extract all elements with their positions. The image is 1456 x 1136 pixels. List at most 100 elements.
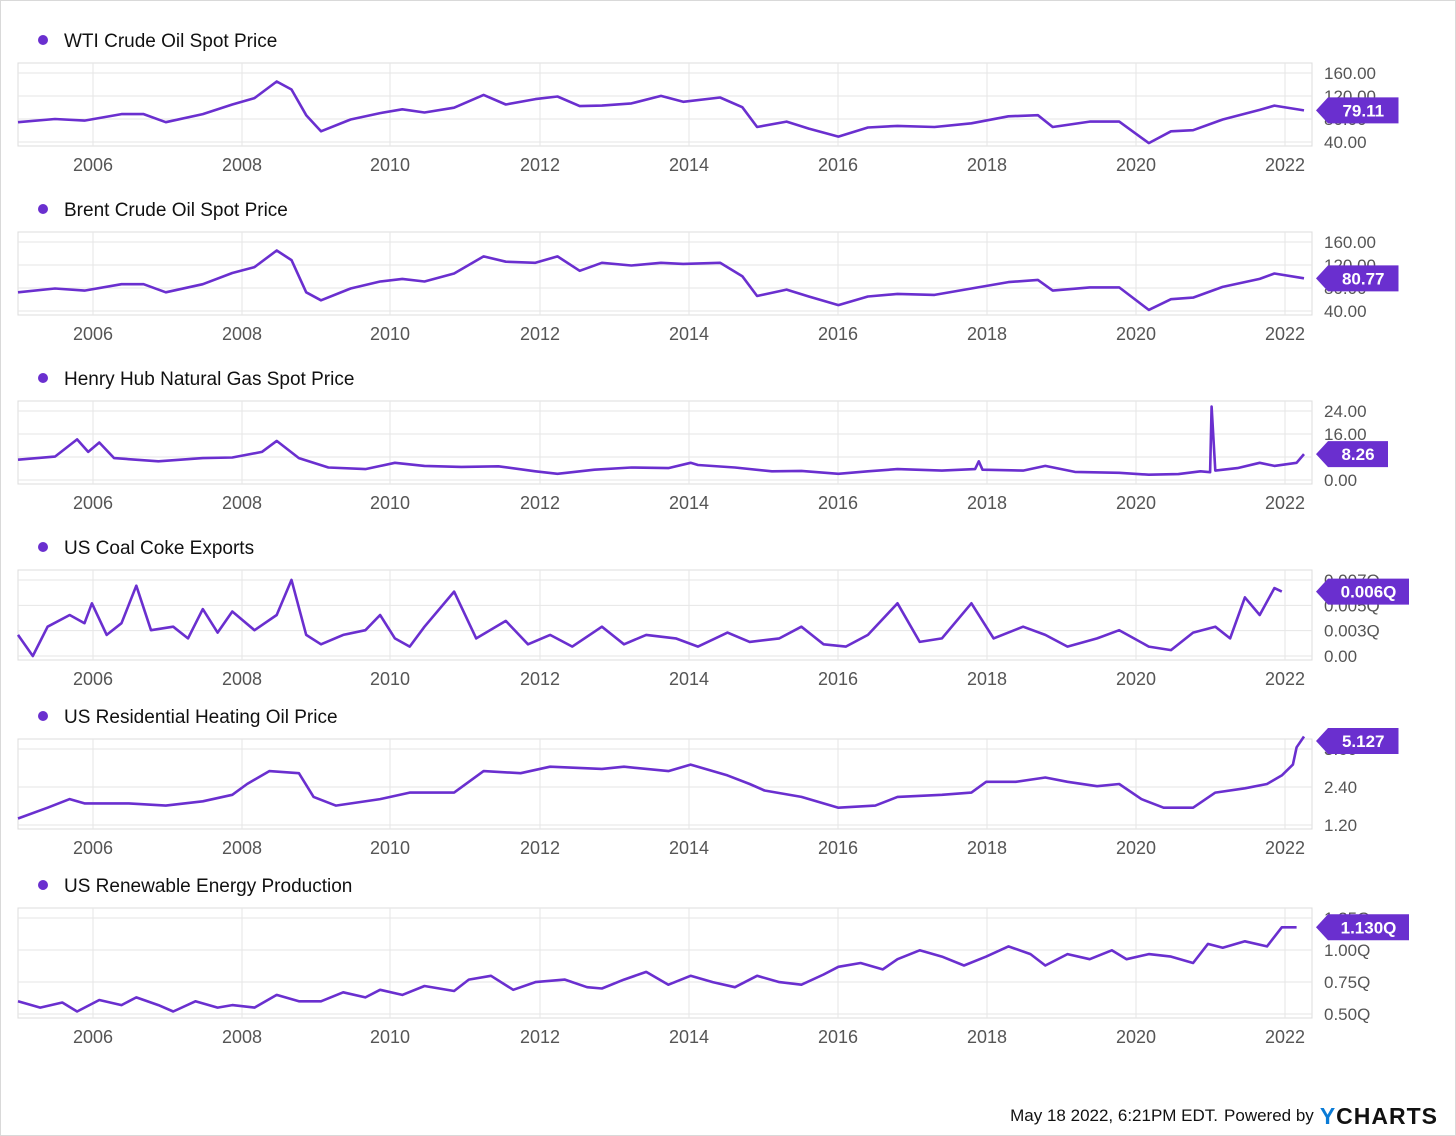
chart-3-last-value-tag xyxy=(1316,441,1388,468)
chart-1-x-tick-label: 2006 xyxy=(73,155,113,175)
chart-6-x-tick-label: 2006 xyxy=(73,1027,113,1047)
chart-6-x-tick-label: 2020 xyxy=(1116,1027,1156,1047)
chart-1-x-tick-label: 2010 xyxy=(370,155,410,175)
chart-2-title: Brent Crude Oil Spot Price xyxy=(64,200,288,221)
chart-5-last-value-tag xyxy=(1316,728,1399,754)
chart-2-x-tick-label: 2022 xyxy=(1265,324,1305,344)
chart-3-legend-marker xyxy=(38,373,48,383)
chart-4-x-tick-label: 2020 xyxy=(1116,669,1156,689)
chart-1-plot-area xyxy=(17,62,1313,147)
chart-4-last-value-tag xyxy=(1316,578,1409,605)
chart-3-series-line xyxy=(17,405,1305,477)
chart-2-x-tick-label: 2016 xyxy=(818,324,858,344)
chart-2-legend-marker xyxy=(38,204,48,214)
chart-4-x-tick-label: 2010 xyxy=(370,669,410,689)
chart-4-last-value-label: 0.006Q xyxy=(1341,583,1397,602)
chart-6-last-value-tag xyxy=(1316,914,1409,941)
chart-5-x-tick-label: 2010 xyxy=(370,838,410,858)
chart-5-x-tick-label: 2012 xyxy=(520,838,560,858)
chart-1-legend-marker xyxy=(38,35,48,45)
chart-2-last-value-label: 80.77 xyxy=(1342,269,1385,288)
chart-5: US Residential Heating Oil Price3.602.40… xyxy=(17,707,1399,858)
chart-6-x-tick-label: 2018 xyxy=(967,1027,1007,1047)
chart-1-y-tick-label: 160.00 xyxy=(1324,64,1376,83)
chart-3-x-tick-label: 2014 xyxy=(669,493,709,513)
chart-4-x-tick-label: 2006 xyxy=(73,669,113,689)
chart-6-x-tick-label: 2014 xyxy=(669,1027,709,1047)
chart-1-y-tick-label: 40.00 xyxy=(1324,133,1367,152)
chart-5-y-tick-label: 2.40 xyxy=(1324,778,1357,797)
chart-6-x-tick-label: 2008 xyxy=(222,1027,262,1047)
chart-5-x-tick-label: 2022 xyxy=(1265,838,1305,858)
chart-5-x-tick-label: 2014 xyxy=(669,838,709,858)
ycharts-logo-text: CHARTS xyxy=(1336,1102,1438,1129)
chart-4-y-tick-label: 0.003Q xyxy=(1324,622,1380,641)
chart-3-x-tick-label: 2016 xyxy=(818,493,858,513)
chart-1-last-value-label: 79.11 xyxy=(1342,101,1384,120)
chart-2-x-tick-label: 2018 xyxy=(967,324,1007,344)
footer-powered-by: Powered by xyxy=(1224,1106,1314,1125)
chart-5-x-tick-label: 2008 xyxy=(222,838,262,858)
chart-5-last-value-label: 5.127 xyxy=(1342,732,1385,751)
chart-3-last-value-label: 8.26 xyxy=(1341,445,1374,464)
chart-2-x-tick-label: 2020 xyxy=(1116,324,1156,344)
chart-2: Brent Crude Oil Spot Price160.00120.0080… xyxy=(17,200,1399,344)
chart-5-x-tick-label: 2006 xyxy=(73,838,113,858)
chart-2-y-tick-label: 40.00 xyxy=(1324,302,1367,321)
chart-4-x-tick-label: 2008 xyxy=(222,669,262,689)
chart-1-x-tick-label: 2018 xyxy=(967,155,1007,175)
chart-1-x-tick-label: 2012 xyxy=(520,155,560,175)
chart-3-x-tick-label: 2018 xyxy=(967,493,1007,513)
chart-6: US Renewable Energy Production1.25Q1.00Q… xyxy=(17,876,1409,1047)
chart-3-plot-area xyxy=(17,400,1313,485)
chart-3-x-tick-label: 2012 xyxy=(520,493,560,513)
chart-6-x-tick-label: 2010 xyxy=(370,1027,410,1047)
chart-4-series-line xyxy=(16,578,1283,658)
chart-2-x-tick-label: 2012 xyxy=(520,324,560,344)
chart-1-x-tick-label: 2020 xyxy=(1116,155,1156,175)
chart-1-x-tick-label: 2014 xyxy=(669,155,709,175)
chart-5-title: US Residential Heating Oil Price xyxy=(64,707,338,728)
chart-4-plot-area xyxy=(17,569,1313,661)
chart-3-x-tick-label: 2008 xyxy=(222,493,262,513)
chart-3-x-tick-label: 2022 xyxy=(1265,493,1305,513)
chart-6-plot-area xyxy=(17,907,1313,1019)
chart-2-x-tick-label: 2006 xyxy=(73,324,113,344)
chart-6-series-line xyxy=(17,925,1297,1013)
chart-4-x-tick-label: 2014 xyxy=(669,669,709,689)
chart-6-x-tick-label: 2016 xyxy=(818,1027,858,1047)
chart-2-plot-area xyxy=(17,231,1313,316)
chart-4-x-tick-label: 2022 xyxy=(1265,669,1305,689)
chart-2-x-tick-label: 2010 xyxy=(370,324,410,344)
chart-5-series-line xyxy=(17,735,1306,820)
ycharts-logo[interactable]: Y CHARTS xyxy=(1320,1103,1438,1130)
chart-4-y-tick-label: 0.00 xyxy=(1324,647,1357,666)
chart-3-x-tick-label: 2020 xyxy=(1116,493,1156,513)
chart-3-x-tick-label: 2006 xyxy=(73,493,113,513)
chart-2-x-tick-label: 2014 xyxy=(669,324,709,344)
footer: May 18 2022, 6:21PM EDT. Powered by Y CHA… xyxy=(1010,1101,1438,1131)
chart-1-title: WTI Crude Oil Spot Price xyxy=(64,31,277,52)
chart-3-x-tick-label: 2010 xyxy=(370,493,410,513)
chart-2-series-line xyxy=(17,249,1305,312)
chart-6-y-tick-label: 0.50Q xyxy=(1324,1005,1370,1024)
chart-4: US Coal Coke Exports0.007Q0.005Q0.003Q0.… xyxy=(16,538,1409,689)
chart-1: WTI Crude Oil Spot Price160.00120.0080.0… xyxy=(17,31,1399,175)
chart-6-y-tick-label: 1.00Q xyxy=(1324,941,1370,960)
chart-5-x-tick-label: 2020 xyxy=(1116,838,1156,858)
chart-5-x-tick-label: 2016 xyxy=(818,838,858,858)
chart-4-x-tick-label: 2012 xyxy=(520,669,560,689)
chart-2-last-value-tag xyxy=(1316,265,1399,292)
chart-1-x-tick-label: 2008 xyxy=(222,155,262,175)
chart-5-x-tick-label: 2018 xyxy=(967,838,1007,858)
chart-4-x-tick-label: 2016 xyxy=(818,669,858,689)
chart-2-y-tick-label: 160.00 xyxy=(1324,233,1376,252)
chart-2-x-tick-label: 2008 xyxy=(222,324,262,344)
chart-1-x-tick-label: 2022 xyxy=(1265,155,1305,175)
chart-4-title: US Coal Coke Exports xyxy=(64,538,254,559)
chart-5-plot-area xyxy=(17,738,1313,830)
chart-6-legend-marker xyxy=(38,880,48,890)
chart-6-y-tick-label: 0.75Q xyxy=(1324,973,1370,992)
chart-1-series-line xyxy=(17,80,1305,145)
